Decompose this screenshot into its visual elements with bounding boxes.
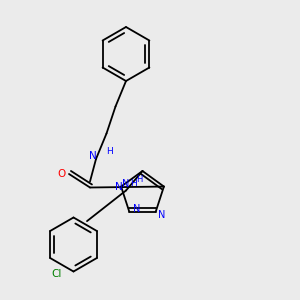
Text: N: N: [133, 204, 140, 214]
Text: Cl: Cl: [51, 269, 62, 279]
Text: N: N: [89, 151, 97, 161]
Text: H: H: [136, 175, 142, 184]
Text: N: N: [122, 178, 129, 188]
Text: N: N: [158, 210, 165, 220]
Text: H: H: [106, 147, 113, 156]
Text: O: O: [57, 169, 66, 179]
Text: N: N: [115, 182, 122, 193]
Text: H: H: [130, 178, 137, 188]
